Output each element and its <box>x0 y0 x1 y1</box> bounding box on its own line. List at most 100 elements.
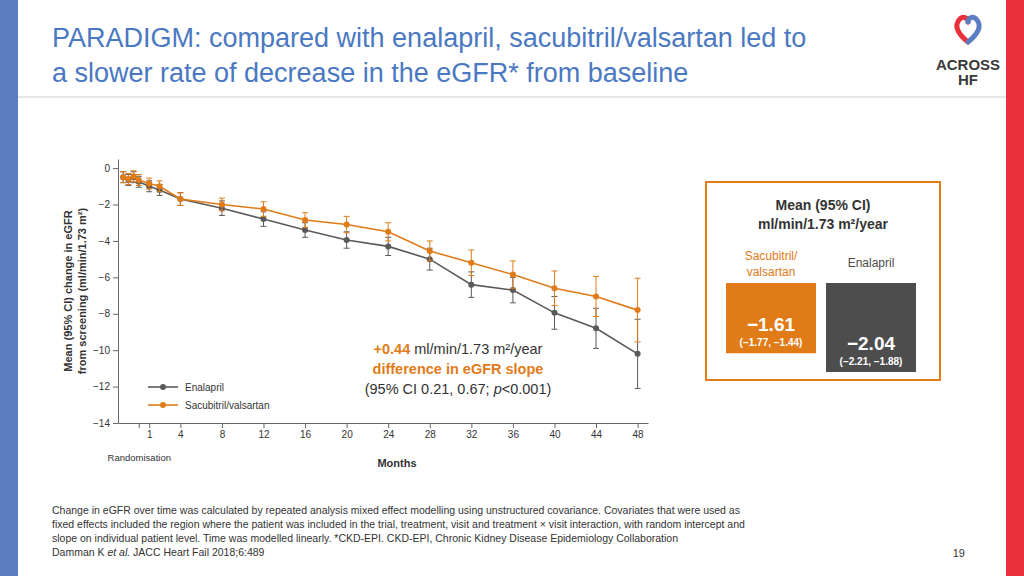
x-tick-mark <box>222 423 223 428</box>
legend-label: Enalapril <box>185 382 224 393</box>
x-tick-mark <box>638 423 639 428</box>
reference-part: JACC Heart Fail 2018;6:489 <box>130 546 264 558</box>
category-label-line: valsartan <box>747 265 796 279</box>
x-tick-label: 32 <box>466 429 478 440</box>
x-tick-mark <box>430 423 431 428</box>
legend-swatch-marker <box>160 402 166 408</box>
annotation: (95% CI 0.21, 0.67; p<0.001) <box>365 381 552 397</box>
x-tick: 16 <box>300 423 312 440</box>
x-tick-mark <box>554 423 555 428</box>
marker <box>593 325 599 331</box>
background <box>0 0 1024 576</box>
legend-swatch-marker <box>160 384 166 390</box>
y-tick: −8 <box>99 308 118 319</box>
y-tick-mark <box>113 350 118 351</box>
marker <box>551 285 557 291</box>
x-tick-label: Randomisation <box>108 452 171 463</box>
marker <box>427 248 433 254</box>
marker <box>157 183 163 189</box>
error-bar <box>468 250 474 275</box>
annotation-part: +0.44 <box>374 341 411 357</box>
summary-frame <box>706 182 940 380</box>
marker <box>120 174 126 180</box>
marker <box>302 227 308 233</box>
y-tick: −10 <box>93 345 118 356</box>
x-tick-label: 4 <box>178 429 184 440</box>
marker <box>344 237 350 243</box>
annotation: difference in eGFR slope <box>373 361 544 377</box>
error-bar <box>125 174 131 185</box>
x-tick-mark <box>149 423 150 428</box>
y-tick-label: −14 <box>93 418 110 429</box>
x-tick-label: 28 <box>425 429 437 440</box>
error-bar <box>146 181 152 192</box>
y-tick-mark <box>113 241 118 242</box>
error-bar <box>136 174 142 185</box>
x-tick-mark <box>305 423 306 428</box>
x-tick: 4 <box>178 423 184 440</box>
y-tick-label: −2 <box>99 199 111 210</box>
summary-title: ml/min/1.73 m²/year <box>758 216 889 232</box>
x-tick-mark <box>180 423 181 428</box>
x-tick: 12 <box>258 423 270 440</box>
summary-title: Mean (95% CI) <box>776 197 871 213</box>
x-tick-mark <box>139 423 140 428</box>
marker <box>177 196 183 202</box>
legend: EnalaprilSacubitril/valsartan <box>148 382 269 411</box>
error-bar <box>131 171 137 182</box>
x-axis-title: Months <box>377 457 416 469</box>
error-bar <box>635 278 641 342</box>
error-bar <box>427 241 433 261</box>
x-tick-mark <box>263 423 264 428</box>
category-label-line: Enalapril <box>848 256 895 270</box>
marker <box>635 351 641 357</box>
x-tick-label: 1 <box>147 429 153 440</box>
x-tick-label: 24 <box>383 429 395 440</box>
category-label: Sacubitril/valsartan <box>745 249 798 279</box>
y-axis: 0−2−4−6−8−10−12−14 <box>93 160 118 429</box>
series <box>120 171 640 342</box>
error-bar <box>146 178 152 189</box>
error-bar <box>510 261 516 288</box>
error-bar <box>593 276 599 316</box>
marker <box>136 177 142 183</box>
y-tick: −6 <box>99 272 118 283</box>
marker <box>635 307 641 313</box>
y-tick-label: −4 <box>99 236 111 247</box>
ci-label: (−2.21, −1.88) <box>840 356 903 367</box>
category-label: Enalapril <box>848 256 895 270</box>
series-line <box>123 177 637 354</box>
marker <box>344 222 350 228</box>
x-tick-mark <box>513 423 514 428</box>
error-bar <box>177 193 183 206</box>
x-tick: 48 <box>633 423 645 440</box>
footnote: Change in eGFR over time was calculated … <box>52 504 740 516</box>
marker <box>260 216 266 222</box>
x-tick: 8 <box>220 423 226 440</box>
x-tick-label: 20 <box>342 429 354 440</box>
x-tick: 28 <box>425 423 437 440</box>
x-tick: Randomisation <box>108 423 171 463</box>
side-bar-right <box>1006 0 1024 576</box>
y-tick-label: 0 <box>104 163 110 174</box>
data-label: −1.61 <box>747 314 796 335</box>
side-bar-left <box>0 0 18 576</box>
x-tick-label: 12 <box>258 429 270 440</box>
ci-label: (−1.77, −1.44) <box>740 337 803 348</box>
x-tick: 44 <box>591 423 603 440</box>
error-bar <box>131 172 137 183</box>
logo: ACROSSHF <box>936 17 1000 88</box>
reference-part: Damman K <box>52 546 107 558</box>
error-bar <box>260 202 266 217</box>
annotation-part: p <box>493 381 502 397</box>
annotation: +0.44 ml/min/1.73 m²/year <box>374 341 543 357</box>
reference: Damman K et al. JACC Heart Fail 2018;6:4… <box>52 546 265 558</box>
marker <box>551 310 557 316</box>
annotation-part: <0.001) <box>502 381 552 397</box>
error-bar <box>177 193 183 206</box>
x-tick-label: 8 <box>220 429 226 440</box>
x-tick: 36 <box>508 423 520 440</box>
slide: PARADIGM: compared with enalapril, sacub… <box>0 0 1024 576</box>
error-bar <box>385 223 391 241</box>
error-bar <box>125 174 131 185</box>
